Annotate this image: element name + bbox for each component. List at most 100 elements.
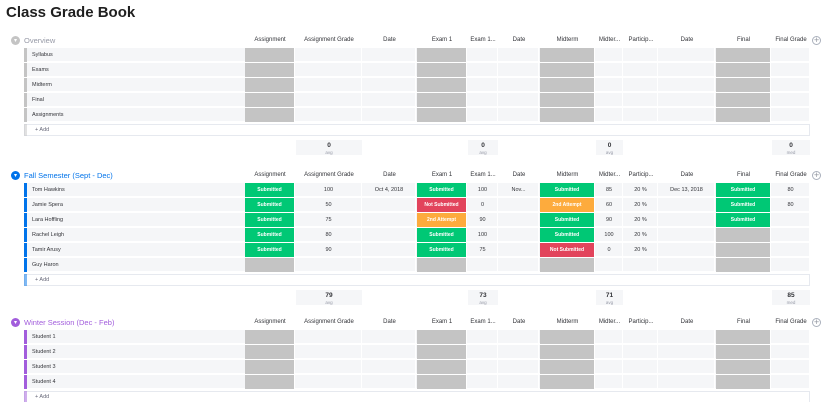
table-row[interactable]: Rachel Leigh Submitted 80 Submitted 100 Submi… (0, 228, 832, 242)
cell-exam-1[interactable] (468, 48, 498, 62)
cell-date[interactable]: Oct 4, 2018 (363, 183, 416, 197)
cell-exam-1[interactable]: 100 (468, 183, 498, 197)
cell-exam-1[interactable] (468, 330, 498, 344)
cell-midter[interactable] (596, 330, 623, 344)
status-cell[interactable]: Not Submitted (540, 243, 595, 257)
status-cell[interactable] (245, 360, 295, 374)
column-header-date[interactable]: Date (383, 172, 396, 178)
table-row[interactable]: Assignments (0, 108, 832, 122)
add-item-label[interactable]: + Add (35, 394, 50, 400)
status-cell[interactable] (245, 375, 295, 389)
cell-final-grade[interactable] (772, 258, 810, 272)
row-name[interactable]: Tom Hawkins (32, 187, 65, 193)
cell-assignment-grade[interactable] (296, 108, 362, 122)
status-cell[interactable] (417, 330, 467, 344)
cell-particip[interactable] (624, 48, 658, 62)
status-cell[interactable] (245, 108, 295, 122)
cell-assignment-grade[interactable] (296, 63, 362, 77)
cell-exam-1[interactable]: 100 (468, 228, 498, 242)
column-header-midterm[interactable]: Midterm (556, 37, 579, 43)
column-header-date[interactable]: Date (680, 319, 694, 325)
row-name[interactable]: Student 1 (32, 334, 56, 340)
cell-assignment-grade[interactable] (296, 48, 362, 62)
add-item-label[interactable]: + Add (35, 127, 50, 133)
cell-date[interactable] (659, 78, 715, 92)
row-name[interactable]: Jamie Spera (32, 202, 63, 208)
column-header-exam-1[interactable]: Exam 1 (431, 172, 453, 178)
status-cell[interactable] (245, 93, 295, 107)
status-cell[interactable] (245, 48, 295, 62)
cell-final-grade[interactable] (772, 330, 810, 344)
cell-date[interactable] (499, 360, 539, 374)
table-row[interactable]: Student 4 (0, 375, 832, 389)
column-header-final-grade[interactable]: Final Grade (775, 172, 807, 178)
column-header-exam-1[interactable]: Exam 1 (431, 319, 453, 325)
cell-final-grade[interactable]: 80 (772, 198, 810, 212)
cell-midter[interactable] (596, 345, 623, 359)
cell-particip[interactable]: 20 % (624, 243, 658, 257)
cell-date[interactable] (363, 198, 416, 212)
cell-final-grade[interactable] (772, 48, 810, 62)
cell-exam-1[interactable] (468, 63, 498, 77)
cell-date[interactable] (499, 258, 539, 272)
cell-date[interactable] (659, 330, 715, 344)
status-cell[interactable] (417, 93, 467, 107)
cell-particip[interactable] (624, 108, 658, 122)
status-cell[interactable] (540, 78, 595, 92)
table-row[interactable]: Lara Hoffling Submitted 75 2nd Attempt 90 Sub… (0, 213, 832, 227)
status-cell[interactable]: Submitted (417, 183, 467, 197)
cell-date[interactable] (659, 93, 715, 107)
status-cell[interactable] (540, 108, 595, 122)
status-cell[interactable] (716, 258, 771, 272)
row-name[interactable]: Exams (32, 67, 49, 73)
status-cell[interactable]: Submitted (245, 198, 295, 212)
status-cell[interactable] (245, 330, 295, 344)
status-cell[interactable] (540, 345, 595, 359)
cell-date[interactable] (363, 375, 416, 389)
status-cell[interactable] (716, 93, 771, 107)
status-cell[interactable]: Submitted (245, 228, 295, 242)
cell-final-grade[interactable] (772, 63, 810, 77)
cell-assignment-grade[interactable] (296, 78, 362, 92)
cell-date[interactable] (659, 213, 715, 227)
cell-particip[interactable] (624, 375, 658, 389)
cell-final-grade[interactable] (772, 360, 810, 374)
row-name[interactable]: Midterm (32, 82, 52, 88)
add-column-icon[interactable]: + (812, 318, 821, 327)
status-cell[interactable]: Submitted (417, 243, 467, 257)
cell-assignment-grade[interactable] (296, 360, 362, 374)
status-cell[interactable]: Submitted (540, 228, 595, 242)
collapse-toggle-icon[interactable]: ▾ (11, 171, 20, 180)
cell-date[interactable] (499, 345, 539, 359)
table-row[interactable]: Tamir Arusy Submitted 90 Submitted 75 Not Sub… (0, 243, 832, 257)
cell-date[interactable] (659, 360, 715, 374)
column-header-final[interactable]: Final (736, 37, 750, 43)
cell-assignment-grade[interactable]: 100 (296, 183, 362, 197)
cell-final-grade[interactable] (772, 228, 810, 242)
cell-date[interactable]: Nov... (499, 183, 539, 197)
row-name[interactable]: Final (32, 97, 44, 103)
column-header-particip[interactable]: Particip... (628, 172, 654, 178)
column-header-exam-1[interactable]: Exam 1... (470, 319, 496, 325)
column-header-final[interactable]: Final (736, 319, 750, 325)
cell-date[interactable] (363, 213, 416, 227)
cell-date[interactable] (363, 258, 416, 272)
column-header-exam-1[interactable]: Exam 1... (470, 172, 496, 178)
add-item-row[interactable]: + Add (24, 124, 810, 136)
cell-midter[interactable] (596, 258, 623, 272)
status-cell[interactable] (540, 330, 595, 344)
cell-final-grade[interactable] (772, 213, 810, 227)
status-cell[interactable] (540, 360, 595, 374)
table-row[interactable]: Student 2 (0, 345, 832, 359)
cell-date[interactable] (499, 93, 539, 107)
status-cell[interactable] (716, 345, 771, 359)
status-cell[interactable]: Submitted (716, 183, 771, 197)
column-header-midter[interactable]: Midter... (598, 319, 621, 325)
group-title[interactable]: Fall Semester (Sept - Dec) (24, 171, 113, 180)
cell-date[interactable] (499, 375, 539, 389)
column-header-date[interactable]: Date (680, 172, 694, 178)
cell-date[interactable] (499, 243, 539, 257)
cell-date[interactable] (363, 78, 416, 92)
table-row[interactable]: Tom Hawkins Submitted 100 Oct 4, 2018 Submit… (0, 183, 832, 197)
cell-date[interactable] (363, 345, 416, 359)
